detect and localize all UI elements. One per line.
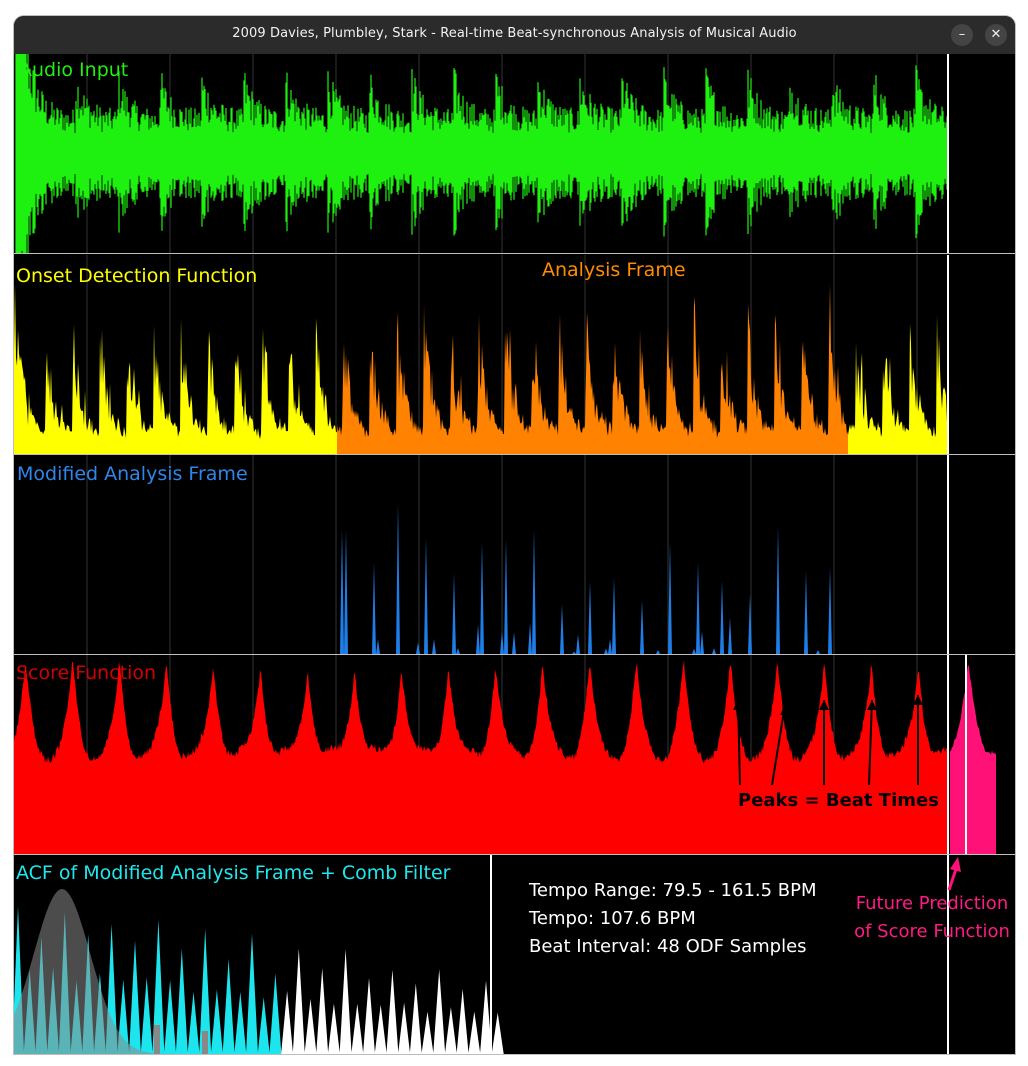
- peak-arrow: [868, 699, 873, 786]
- onset-detection-plot: [14, 255, 949, 454]
- onset-detection-label: Onset Detection Function: [16, 265, 258, 287]
- onset-function-area: [848, 314, 948, 454]
- minimize-button[interactable]: –: [951, 24, 973, 46]
- peak-arrowhead: [733, 700, 743, 710]
- app-window: 2009 Davies, Plumbley, Stark - Real-time…: [14, 16, 1015, 1054]
- comb-filter-bar: [202, 1031, 208, 1054]
- tempo-text: Tempo: 107.6 BPM: [529, 908, 696, 929]
- future-prediction-label: Future Prediction of Score Function: [842, 890, 1015, 946]
- score-function-plot: [14, 655, 996, 854]
- audio-input-panel: Audio Input: [14, 54, 1015, 253]
- beat-interval-text: Beat Interval: 48 ODF Samples: [529, 936, 807, 957]
- analysis-frame-area: [337, 284, 848, 454]
- peaks-annotation: Peaks = Beat Times: [738, 790, 939, 811]
- panel-divider: [14, 454, 1015, 455]
- modified-frame-label: Modified Analysis Frame: [17, 463, 248, 485]
- peak-arrowhead: [867, 700, 877, 710]
- acf-plot: [14, 855, 961, 1054]
- analysis-frame-label: Analysis Frame: [542, 259, 686, 281]
- acf-peaks-high: [281, 948, 504, 1054]
- tempo-stats: Tempo Range: 79.5 - 161.5 BPM Tempo: 107…: [529, 877, 817, 961]
- peak-arrowhead: [913, 695, 923, 705]
- score-function-panel: Score Function Peaks = Beat Times: [14, 655, 1015, 854]
- window-title: 2009 Davies, Plumbley, Stark - Real-time…: [232, 26, 797, 41]
- panel-divider: [14, 854, 1015, 855]
- audio-waveform-trace: [15, 54, 948, 253]
- tempo-range-text: Tempo Range: 79.5 - 161.5 BPM: [529, 880, 817, 901]
- comb-filter-curve: [14, 889, 214, 1054]
- modified-frame-panel: Modified Analysis Frame: [14, 455, 1015, 654]
- peak-arrow: [771, 704, 786, 786]
- close-button[interactable]: ✕: [985, 24, 1007, 46]
- comb-filter-bar: [154, 1025, 160, 1054]
- modified-frame-plot: [86, 455, 949, 654]
- peak-arrowhead: [819, 700, 829, 710]
- panel-divider: [14, 654, 1015, 655]
- onset-function-area: [14, 284, 337, 454]
- panel-divider: [14, 253, 1015, 254]
- acf-label: ACF of Modified Analysis Frame + Comb Fi…: [16, 862, 451, 884]
- peak-arrowhead: [780, 705, 790, 715]
- audio-input-label: Audio Input: [19, 59, 129, 81]
- future-prediction-line1: Future Prediction: [855, 893, 1009, 914]
- future-prediction-line2: of Score Function: [854, 921, 1010, 942]
- audio-waveform: [15, 54, 949, 253]
- acf-peaks-low: [14, 906, 282, 1054]
- acf-panel: ACF of Modified Analysis Frame + Comb Fi…: [14, 855, 1015, 1054]
- future-prediction-area: [950, 665, 996, 854]
- modified-frame-spikes: [340, 502, 832, 654]
- title-bar[interactable]: 2009 Davies, Plumbley, Stark - Real-time…: [14, 16, 1015, 54]
- score-function-area: [14, 659, 948, 854]
- score-function-label: Score Function: [16, 662, 157, 684]
- peak-arrow: [737, 699, 741, 786]
- prediction-arrowhead: [950, 857, 961, 872]
- onset-detection-panel: Onset Detection Function Analysis Frame: [14, 255, 1015, 454]
